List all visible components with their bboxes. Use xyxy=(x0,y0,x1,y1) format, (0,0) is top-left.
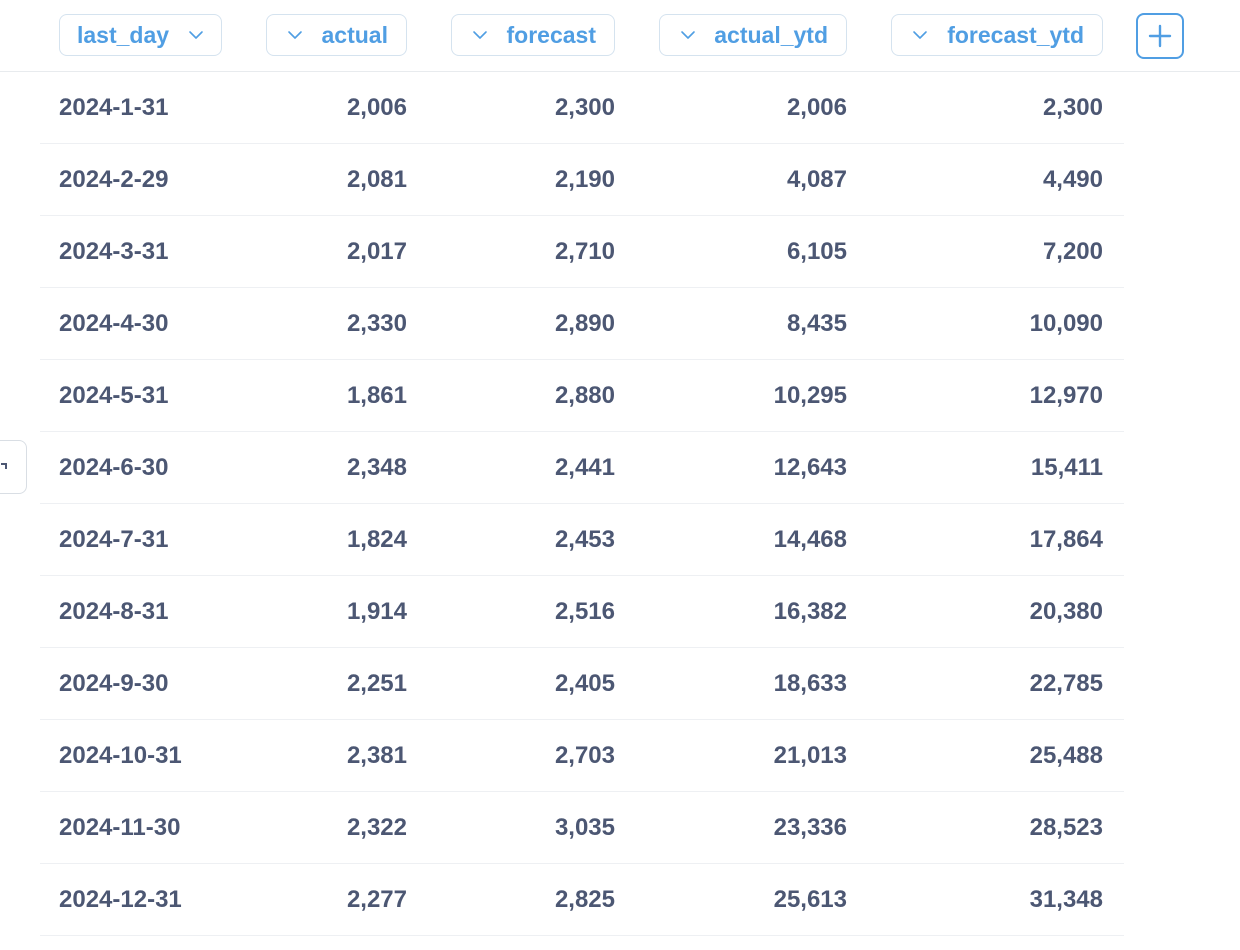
table-row[interactable]: 2024-2-29 2,081 2,190 4,087 4,490 xyxy=(40,144,1124,216)
cell-forecast-ytd: 12,970 xyxy=(1029,382,1103,409)
table-row[interactable]: 2024-1-31 2,006 2,300 2,006 2,300 xyxy=(40,72,1124,144)
column-header-label: forecast xyxy=(506,21,596,48)
chevron-down-icon xyxy=(679,26,696,44)
cell-actual: 2,381 xyxy=(346,742,407,769)
cell-last-day: 2024-2-29 xyxy=(59,166,169,193)
cell-forecast-ytd: 17,864 xyxy=(1029,526,1103,553)
column-header-forecast-ytd[interactable]: forecast_ytd xyxy=(891,14,1103,56)
chevron-down-icon xyxy=(286,26,304,44)
cell-forecast-ytd: 22,785 xyxy=(1029,670,1103,697)
table-body: 2024-1-31 2,006 2,300 2,006 2,300 2024-2-29 2,… xyxy=(40,72,1124,936)
column-header-actual-ytd[interactable]: actual_ytd xyxy=(659,14,847,56)
cell-forecast: 2,880 xyxy=(554,382,615,409)
column-header-label: actual xyxy=(321,21,388,48)
column-header-label: forecast_ytd xyxy=(947,21,1084,48)
column-header-bar: last_day actual forecast actual_ytd xyxy=(0,0,1240,72)
column-header-label: last_day xyxy=(77,21,170,48)
plus-icon xyxy=(1147,23,1173,49)
cell-forecast-ytd: 25,488 xyxy=(1029,742,1103,769)
chevron-down-icon xyxy=(471,26,489,44)
column-header-label: actual_ytd xyxy=(714,21,828,48)
cell-last-day: 2024-3-31 xyxy=(59,238,169,265)
cell-actual: 2,277 xyxy=(346,886,407,913)
cell-actual: 2,081 xyxy=(346,166,407,193)
cell-actual: 1,824 xyxy=(346,526,407,553)
table-row[interactable]: 2024-6-30 2,348 2,441 12,643 15,411 xyxy=(40,432,1124,504)
cell-last-day: 2024-7-31 xyxy=(59,526,169,553)
cell-actual: 2,348 xyxy=(346,454,407,481)
cell-forecast: 2,710 xyxy=(554,238,615,265)
cell-actual-ytd: 8,435 xyxy=(786,310,847,337)
cell-actual-ytd: 10,295 xyxy=(773,382,847,409)
cell-actual-ytd: 25,613 xyxy=(773,886,847,913)
table-row[interactable]: 2024-3-31 2,017 2,710 6,105 7,200 xyxy=(40,216,1124,288)
cell-last-day: 2024-4-30 xyxy=(59,310,169,337)
cell-actual-ytd: 4,087 xyxy=(786,166,847,193)
corner-icon xyxy=(1,463,7,469)
cell-actual-ytd: 21,013 xyxy=(773,742,847,769)
column-header-forecast[interactable]: forecast xyxy=(451,14,615,56)
add-column-button[interactable] xyxy=(1136,13,1184,59)
cell-actual-ytd: 6,105 xyxy=(786,238,847,265)
table-row[interactable]: 2024-9-30 2,251 2,405 18,633 22,785 xyxy=(40,648,1124,720)
cell-actual-ytd: 23,336 xyxy=(773,814,847,841)
cell-forecast-ytd: 7,200 xyxy=(1042,238,1103,265)
cell-forecast: 2,825 xyxy=(554,886,615,913)
cell-forecast-ytd: 28,523 xyxy=(1029,814,1103,841)
cell-actual: 2,251 xyxy=(346,670,407,697)
cell-actual: 2,017 xyxy=(346,238,407,265)
cell-forecast: 2,405 xyxy=(554,670,615,697)
cell-forecast: 2,703 xyxy=(554,742,615,769)
cell-forecast-ytd: 2,300 xyxy=(1042,94,1103,121)
column-header-actual[interactable]: actual xyxy=(266,14,407,56)
cell-forecast-ytd: 15,411 xyxy=(1030,454,1103,481)
cell-actual: 2,006 xyxy=(346,94,407,121)
cell-forecast: 3,035 xyxy=(554,814,615,841)
chevron-down-icon xyxy=(911,26,929,44)
cell-forecast: 2,516 xyxy=(554,598,615,625)
sidebar-toggle-handle[interactable] xyxy=(0,440,27,494)
cell-last-day: 2024-10-31 xyxy=(59,742,182,769)
cell-actual-ytd: 14,468 xyxy=(773,526,847,553)
cell-forecast: 2,890 xyxy=(554,310,615,337)
table-row[interactable]: 2024-12-31 2,277 2,825 25,613 31,348 xyxy=(40,864,1124,936)
cell-forecast: 2,453 xyxy=(554,526,615,553)
column-header-last-day[interactable]: last_day xyxy=(59,14,222,56)
table-row[interactable]: 2024-11-30 2,322 3,035 23,336 28,523 xyxy=(40,792,1124,864)
cell-last-day: 2024-6-30 xyxy=(59,454,169,481)
table-row[interactable]: 2024-4-30 2,330 2,890 8,435 10,090 xyxy=(40,288,1124,360)
table-row[interactable]: 2024-5-31 1,861 2,880 10,295 12,970 xyxy=(40,360,1124,432)
cell-forecast: 2,190 xyxy=(554,166,615,193)
cell-actual: 1,914 xyxy=(346,598,407,625)
cell-actual: 2,322 xyxy=(346,814,407,841)
cell-forecast-ytd: 31,348 xyxy=(1029,886,1103,913)
cell-last-day: 2024-12-31 xyxy=(59,886,182,913)
cell-last-day: 2024-11-30 xyxy=(59,814,181,841)
cell-actual-ytd: 16,382 xyxy=(773,598,847,625)
cell-actual-ytd: 18,633 xyxy=(773,670,847,697)
cell-forecast-ytd: 20,380 xyxy=(1029,598,1103,625)
cell-forecast: 2,300 xyxy=(554,94,615,121)
cell-actual-ytd: 12,643 xyxy=(773,454,847,481)
table-row[interactable]: 2024-7-31 1,824 2,453 14,468 17,864 xyxy=(40,504,1124,576)
table-row[interactable]: 2024-8-31 1,914 2,516 16,382 20,380 xyxy=(40,576,1124,648)
cell-last-day: 2024-1-31 xyxy=(59,94,169,121)
cell-last-day: 2024-5-31 xyxy=(59,382,169,409)
cell-actual-ytd: 2,006 xyxy=(786,94,847,121)
cell-actual: 2,330 xyxy=(346,310,407,337)
cell-actual: 1,861 xyxy=(346,382,407,409)
cell-last-day: 2024-9-30 xyxy=(59,670,169,697)
table-row[interactable]: 2024-10-31 2,381 2,703 21,013 25,488 xyxy=(40,720,1124,792)
cell-forecast: 2,441 xyxy=(554,454,615,481)
cell-forecast-ytd: 4,490 xyxy=(1042,166,1103,193)
cell-forecast-ytd: 10,090 xyxy=(1029,310,1103,337)
chevron-down-icon xyxy=(187,26,205,44)
cell-last-day: 2024-8-31 xyxy=(59,598,169,625)
